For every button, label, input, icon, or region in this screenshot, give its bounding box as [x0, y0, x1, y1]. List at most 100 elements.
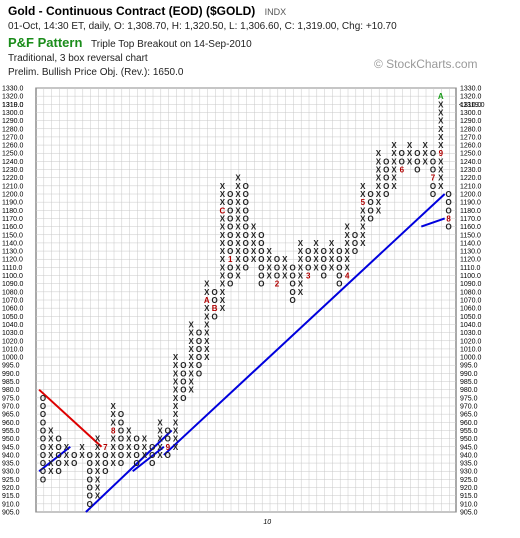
o-mark: O — [336, 255, 342, 264]
o-mark: O — [352, 247, 358, 256]
o-mark: O — [305, 247, 311, 256]
y-tick-label-right: 1070.0 — [460, 298, 482, 305]
x-mark: X — [189, 329, 195, 338]
y-tick-label-right: 1280.0 — [460, 126, 482, 133]
x-mark: X — [111, 418, 117, 427]
x-mark: X — [438, 174, 444, 183]
y-tick-label-right: 930.0 — [460, 469, 478, 476]
x-mark: X — [220, 231, 226, 240]
x-mark: X — [204, 320, 210, 329]
o-mark: O — [414, 149, 420, 158]
x-mark: X — [235, 198, 241, 207]
y-tick-label-right: 1040.0 — [460, 322, 482, 329]
month-marker: 5 — [361, 198, 366, 207]
y-tick-label-right: 1300.0 — [460, 110, 482, 117]
x-mark: X — [360, 231, 366, 240]
o-mark: O — [243, 247, 249, 256]
x-mark: X — [220, 272, 226, 281]
o-mark: O — [55, 443, 61, 452]
x-mark: X — [95, 475, 101, 484]
x-mark: X — [423, 149, 429, 158]
x-mark: X — [235, 174, 241, 183]
y-tick-label-left: 1060.0 — [2, 306, 24, 313]
x-mark: X — [173, 443, 179, 452]
x-mark: X — [189, 353, 195, 362]
x-mark: X — [360, 182, 366, 191]
x-mark: X — [220, 214, 226, 223]
y-tick-label-left: 1230.0 — [2, 167, 24, 174]
x-mark: X — [173, 410, 179, 419]
x-mark: X — [376, 198, 382, 207]
x-mark: X — [235, 214, 241, 223]
o-mark: O — [149, 459, 155, 468]
y-tick-label-right: 965.0 — [460, 412, 478, 419]
x-mark: X — [126, 451, 132, 460]
y-tick-label-right: 1200.0 — [460, 192, 482, 199]
y-tick-label-right: 1250.0 — [460, 151, 482, 158]
o-mark: O — [196, 329, 202, 338]
o-mark: O — [305, 263, 311, 272]
o-mark: O — [180, 394, 186, 403]
y-tick-label-left: 1120.0 — [2, 257, 23, 264]
y-tick-label-right: 1260.0 — [460, 143, 482, 150]
support-trendline — [85, 429, 173, 513]
o-mark: O — [445, 190, 451, 199]
o-mark: O — [87, 484, 93, 493]
y-tick-label-right: 1330.0 — [460, 86, 482, 93]
o-mark: O — [258, 255, 264, 264]
month-marker: 1 — [228, 255, 233, 264]
x-mark: X — [360, 190, 366, 199]
x-mark: X — [48, 467, 54, 476]
x-mark: X — [251, 255, 257, 264]
o-mark: O — [40, 475, 46, 484]
o-mark: O — [367, 190, 373, 199]
y-tick-label-right: 1120.0 — [460, 257, 481, 264]
y-tick-label-left: 1290.0 — [2, 118, 24, 125]
y-tick-label-right: 1110.0 — [460, 265, 480, 272]
y-tick-label-left: 910.0 — [2, 501, 20, 508]
o-mark: O — [289, 296, 295, 305]
y-tick-label-right: 920.0 — [460, 485, 478, 492]
x-mark: X — [267, 263, 273, 272]
o-mark: O — [227, 247, 233, 256]
x-mark: X — [235, 263, 241, 272]
x-mark: X — [345, 223, 351, 232]
x-mark: X — [235, 206, 241, 215]
x-mark: X — [438, 141, 444, 150]
x-mark: X — [329, 263, 335, 272]
o-mark: O — [243, 206, 249, 215]
o-mark: O — [305, 255, 311, 264]
x-mark: X — [391, 182, 397, 191]
o-mark: O — [243, 231, 249, 240]
x-mark: X — [376, 166, 382, 175]
y-tick-label-right: 990.0 — [460, 371, 478, 378]
y-tick-label-left: 1210.0 — [2, 183, 24, 190]
o-mark: O — [40, 467, 46, 476]
x-mark: X — [267, 255, 273, 264]
o-mark: O — [258, 231, 264, 240]
x-mark: X — [220, 198, 226, 207]
x-mark: X — [173, 402, 179, 411]
x-mark: X — [48, 451, 54, 460]
o-mark: O — [55, 435, 61, 444]
x-mark: X — [407, 157, 413, 166]
x-mark: X — [173, 378, 179, 387]
month-marker: B — [212, 304, 218, 313]
x-mark: X — [189, 378, 195, 387]
o-mark: O — [227, 214, 233, 223]
o-mark: O — [399, 149, 405, 158]
o-mark: O — [149, 451, 155, 460]
x-mark: X — [220, 304, 226, 313]
y-tick-label-left: 945.0 — [2, 444, 20, 451]
ohlc-summary: 01-Oct, 14:30 ET, daily, O: 1,308.70, H:… — [8, 21, 397, 32]
month-marker: 9 — [439, 149, 444, 158]
o-mark: O — [430, 182, 436, 191]
o-mark: O — [40, 426, 46, 435]
x-mark: X — [235, 223, 241, 232]
y-tick-label-right: 950.0 — [460, 436, 478, 443]
x-mark: X — [360, 206, 366, 215]
o-mark: O — [243, 263, 249, 272]
o-mark: O — [87, 459, 93, 468]
x-mark: X — [48, 443, 54, 452]
